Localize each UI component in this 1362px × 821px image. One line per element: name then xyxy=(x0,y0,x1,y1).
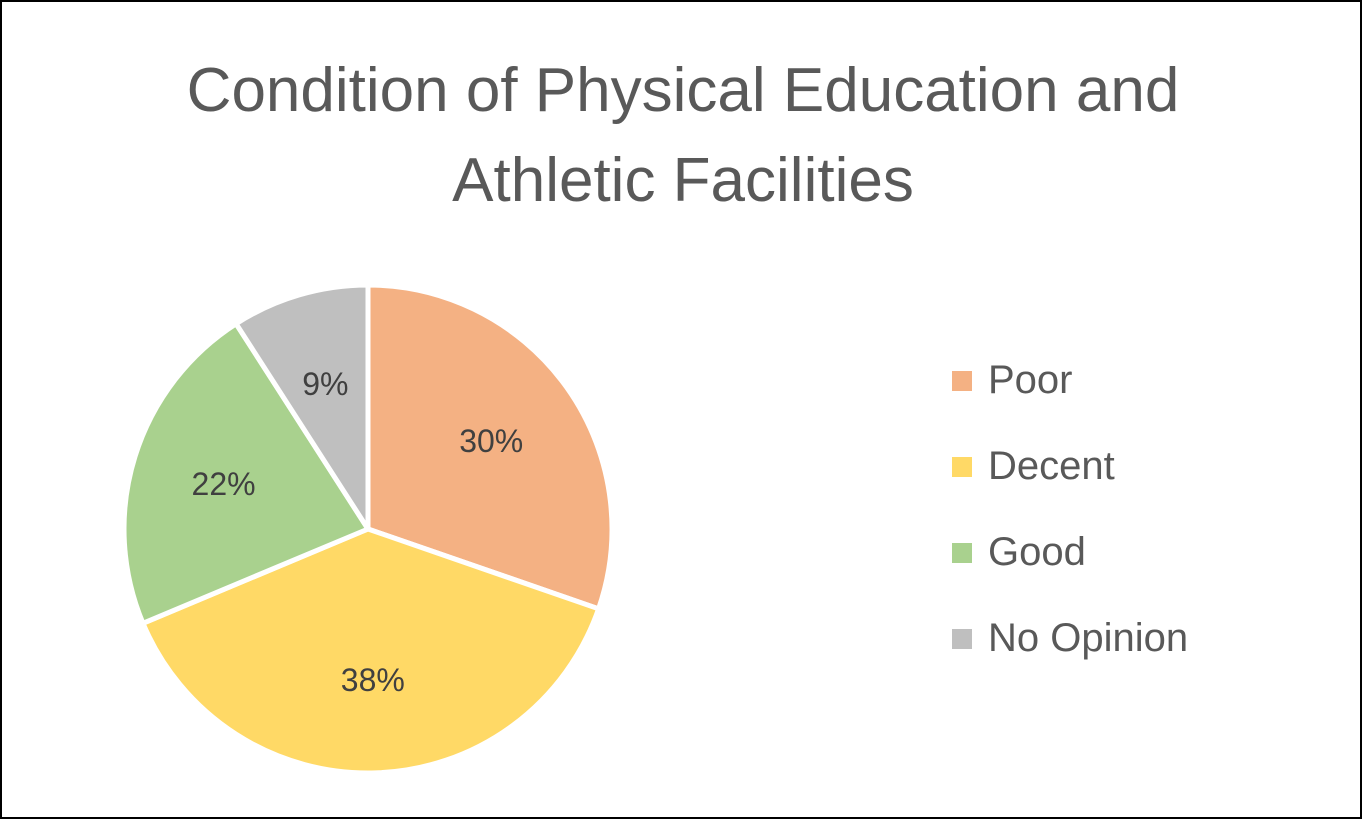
chart-title-line-1: Condition of Physical Education and xyxy=(186,56,1180,125)
legend-label-decent: Decent xyxy=(988,444,1115,488)
legend-label-good: Good xyxy=(988,530,1086,574)
legend-swatch-poor xyxy=(952,371,972,391)
data-label-poor: 30% xyxy=(459,423,523,459)
pie-slice-no-opinion xyxy=(233,282,371,532)
legend-label-no-opinion: No Opinion xyxy=(988,616,1189,660)
chart-title-line-2: Athletic Facilities xyxy=(452,146,914,215)
legend-swatch-no-opinion xyxy=(952,629,972,649)
pie-slice-good xyxy=(121,321,371,626)
legend-label-poor: Poor xyxy=(988,358,1073,402)
pie-slice-poor xyxy=(365,282,615,612)
legend-swatch-good xyxy=(952,543,972,563)
data-label-decent: 38% xyxy=(341,662,405,698)
data-label-good: 22% xyxy=(192,466,256,502)
legend-swatch-decent xyxy=(952,457,972,477)
chart-title: Condition of Physical Education and Athl… xyxy=(2,46,1362,226)
data-label-no-opinion: 9% xyxy=(302,366,348,402)
pie-slice-decent xyxy=(140,526,602,776)
